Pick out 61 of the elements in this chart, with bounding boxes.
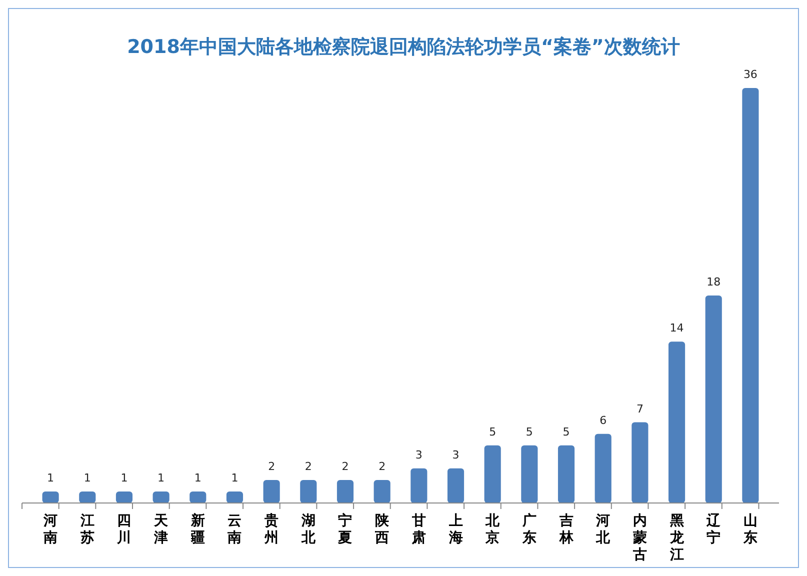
x-tick-label: 黑龙江 (668, 513, 685, 563)
x-tick-label: 辽宁 (706, 513, 722, 546)
x-tick-label: 内蒙古 (632, 513, 647, 563)
x-tick-label: 贵州 (264, 513, 279, 546)
data-label: 1 (120, 471, 128, 484)
x-tick-label: 新疆 (190, 512, 205, 546)
bar (226, 491, 244, 503)
data-label: 18 (706, 276, 721, 288)
bar (300, 480, 317, 503)
bar (447, 468, 464, 503)
bar (632, 422, 648, 503)
data-label: 1 (84, 471, 91, 484)
bar (190, 491, 206, 503)
bar (42, 491, 59, 503)
bar (79, 491, 96, 503)
x-tick-label: 吉林 (558, 513, 574, 546)
x-tick-label: 四川 (116, 513, 132, 546)
data-label: 3 (415, 448, 422, 462)
data-label: 1 (231, 471, 238, 484)
data-label: 7 (636, 402, 644, 416)
data-label: 2 (304, 460, 312, 473)
bar (558, 445, 575, 503)
data-label: 6 (600, 414, 607, 427)
data-label: 36 (743, 68, 758, 81)
bar (705, 296, 722, 503)
x-tick-label: 天津 (153, 513, 170, 546)
data-label: 1 (158, 471, 165, 484)
bar (594, 434, 612, 503)
data-label: 1 (194, 471, 202, 484)
x-tick-label: 宁夏 (337, 512, 352, 546)
data-label: 3 (452, 448, 460, 462)
data-label: 1 (47, 471, 54, 484)
bar (410, 468, 428, 503)
x-tick-label: 山东 (742, 513, 758, 546)
bar (152, 491, 170, 503)
bar (521, 445, 538, 503)
data-label: 2 (378, 460, 386, 473)
x-tick-label: 湖北 (300, 513, 316, 546)
x-tick-label: 广东 (521, 512, 536, 546)
x-tick-label: 云南 (226, 513, 242, 546)
bar (116, 491, 133, 503)
x-tick-label: 甘肃 (410, 513, 426, 546)
data-label: 5 (562, 425, 570, 438)
bar (668, 342, 686, 503)
bar (742, 88, 759, 503)
data-label: 2 (268, 460, 276, 473)
x-tick-label: 河南 (42, 513, 58, 546)
data-label: 14 (670, 322, 684, 335)
bar (263, 480, 280, 503)
x-tick-label: 陕西 (374, 513, 390, 546)
bar (336, 480, 354, 503)
x-tick-label: 北京 (484, 513, 501, 546)
data-label: 5 (526, 425, 533, 438)
bar (374, 480, 390, 503)
bar (484, 445, 501, 503)
chart-title: 2018年中国大陆各地检察院退回构陷法轮功学员“案卷”次数统计 (127, 36, 680, 58)
x-tick-label: 江苏 (79, 513, 94, 546)
data-label: 5 (489, 425, 496, 438)
data-label: 2 (342, 460, 349, 473)
x-tick-label: 河北 (595, 513, 612, 546)
x-tick-label: 上海 (448, 513, 463, 546)
